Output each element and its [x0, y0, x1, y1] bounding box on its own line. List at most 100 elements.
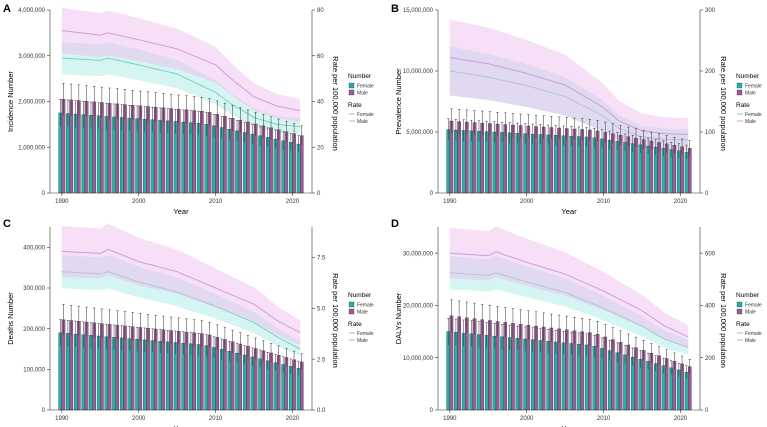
rate-line-female	[61, 57, 301, 128]
legend-number-label: Female	[357, 302, 374, 308]
legend-rate-title: Rate	[736, 102, 750, 109]
y2-tick-label: 200	[705, 69, 716, 75]
rate-line-male	[61, 248, 301, 334]
legend-number-key-male	[348, 308, 355, 315]
y2-tick-label: 2.5	[317, 357, 326, 363]
x-tick-label: 2000	[520, 416, 534, 422]
legend-number-key-male	[736, 89, 743, 96]
panel-c: C 0 100,000 200,000 300,000 400,000 0.0 2.5 5.0 7…	[3, 218, 374, 427]
panel-label: C	[3, 218, 11, 230]
rate-line-male	[61, 30, 301, 112]
x-tick-label: 2000	[520, 199, 534, 205]
y-tick-label: 0	[430, 408, 434, 414]
legend-number-key-male	[736, 308, 743, 315]
y-tick-label: 0	[42, 408, 46, 414]
x-tick-label: 2020	[674, 416, 688, 422]
x-tick-label: 2020	[674, 199, 688, 205]
y-axis-title: Deaths Number	[6, 292, 15, 345]
rate-line-male	[449, 57, 689, 135]
y2-axis-title: Rate per 100,000 population	[331, 273, 340, 368]
y2-axis-title: Rate per 100,000 population	[719, 273, 728, 368]
x-tick-label: 2010	[209, 416, 223, 422]
y2-tick-label: 20	[317, 145, 324, 151]
legend-number-key-male	[348, 89, 355, 96]
x-tick-label: 2010	[597, 416, 611, 422]
x-tick-label: 1990	[55, 199, 69, 205]
x-tick-label: 2010	[209, 199, 223, 205]
legend-rate-title: Rate	[348, 321, 362, 328]
y-tick-label: 0	[42, 191, 46, 197]
panel-label: B	[391, 3, 399, 15]
rate-line-male	[449, 251, 689, 338]
panel-b: B 0 5,000,000 10,000,000 15,000,000 0 100 200 30…	[391, 3, 762, 216]
x-tick-label: 1990	[55, 416, 69, 422]
legend-number-title: Number	[348, 292, 372, 299]
y-tick-label: 3,000,000	[18, 54, 45, 60]
y2-tick-label: 100	[705, 130, 716, 136]
legend-rate-label: Female	[357, 331, 374, 337]
rate-band-female	[61, 255, 301, 357]
y-axis-title: Prevalence Number	[394, 68, 403, 135]
x-tick-label: 2020	[286, 416, 300, 422]
legend-rate-label: Male	[357, 119, 368, 125]
x-tick-label: 1990	[443, 416, 457, 422]
y2-tick-label: 0.0	[317, 408, 326, 414]
y-tick-label: 200,000	[23, 327, 45, 333]
legend-rate-label: Male	[745, 338, 756, 344]
legend-rate-label: Male	[357, 338, 368, 344]
panel-label: A	[3, 3, 11, 15]
legend-rate-label: Female	[357, 112, 374, 118]
y-tick-label: 2,000,000	[18, 100, 45, 106]
legend-number-title: Number	[736, 73, 760, 80]
panel-label: D	[391, 218, 399, 230]
y-tick-label: 15,000,000	[403, 8, 434, 14]
y-tick-label: 30,000,000	[403, 251, 434, 257]
panel-a: A 0 1,000,000 2,000,000 3,000,000 4,000,000 0 2…	[3, 3, 374, 216]
y-tick-label: 400,000	[23, 246, 45, 252]
legend-rate-label: Male	[745, 119, 756, 125]
x-tick-label: 1990	[443, 199, 457, 205]
legend-number-label: Male	[357, 309, 368, 315]
legend-rate-title: Rate	[736, 321, 750, 328]
y2-tick-label: 400	[705, 304, 716, 310]
legend-rate-label: Female	[745, 331, 762, 337]
legend-number-label: Male	[745, 90, 756, 96]
y-tick-label: 10,000,000	[403, 356, 434, 362]
y-tick-label: 20,000,000	[403, 304, 434, 310]
legend-number-label: Female	[745, 83, 762, 89]
y2-axis-title: Rate per 100,000 population	[331, 56, 340, 151]
rate-band-male	[61, 7, 301, 123]
y2-tick-label: 80	[317, 8, 324, 14]
x-axis-title: Year	[173, 424, 189, 427]
y2-tick-label: 0	[317, 191, 321, 197]
rate-band-female	[449, 256, 689, 355]
y-tick-label: 5,000,000	[406, 130, 433, 136]
y2-tick-label: 40	[317, 100, 324, 106]
y-tick-label: 4,000,000	[18, 8, 45, 14]
legend-number-key-female	[736, 301, 743, 308]
y2-tick-label: 0	[705, 408, 709, 414]
x-axis-title: Year	[561, 424, 577, 427]
legend-number-label: Male	[357, 90, 368, 96]
x-tick-label: 2000	[132, 199, 146, 205]
y-axis-title: Incidence Number	[6, 71, 15, 132]
legend-number-key-female	[736, 82, 743, 89]
x-axis-title: Year	[561, 207, 577, 216]
legend-number-label: Female	[745, 302, 762, 308]
rate-band-male	[61, 223, 301, 346]
x-axis-title: Year	[173, 207, 189, 216]
x-tick-label: 2020	[286, 199, 300, 205]
panel-d: D 0 10,000,000 20,000,000 30,000,000 0 200 400 6…	[391, 218, 762, 427]
y-tick-label: 10,000,000	[403, 69, 434, 75]
x-tick-label: 2000	[132, 416, 146, 422]
legend-rate-label: Female	[745, 112, 762, 118]
legend-number-key-female	[348, 82, 355, 89]
legend-rate-title: Rate	[348, 102, 362, 109]
rate-line-female	[449, 70, 689, 141]
y2-tick-label: 200	[705, 356, 716, 362]
y2-tick-label: 0	[705, 191, 709, 197]
y2-tick-label: 7.5	[317, 256, 326, 262]
y2-tick-label: 5.0	[317, 307, 326, 313]
y2-tick-label: 60	[317, 54, 324, 60]
